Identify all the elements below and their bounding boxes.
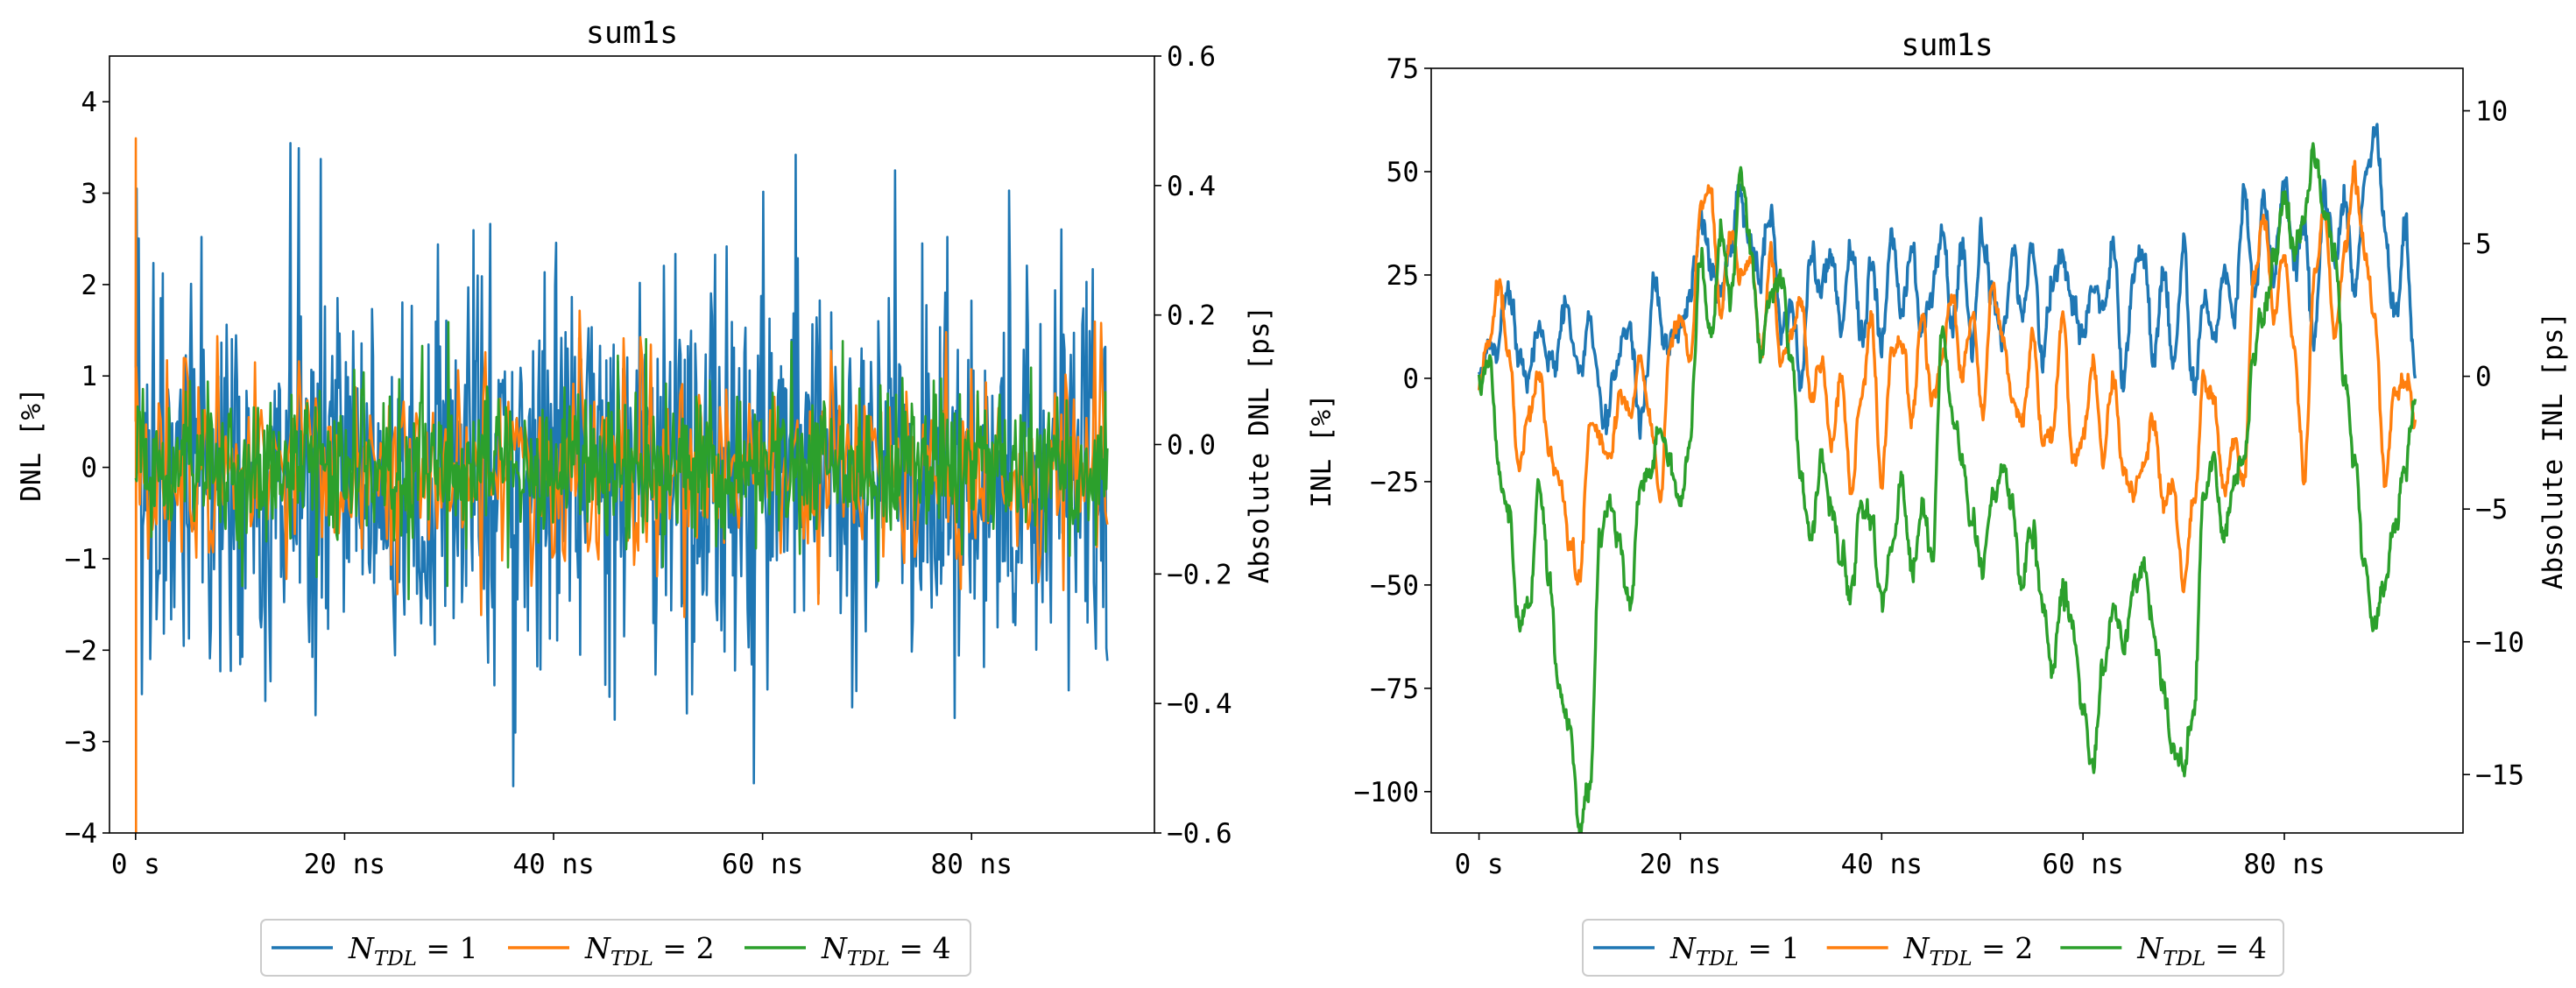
y-tick-label: −50 (1370, 570, 1419, 602)
y-tick-label: 0 (1402, 363, 1419, 395)
legend-label-eq: = 4 (890, 931, 951, 965)
y-right-tick-label: −5 (2475, 494, 2508, 526)
x-tick-label: 40 ns (1841, 849, 1923, 880)
x-tick-label: 60 ns (722, 849, 803, 880)
legend-label-eq: = 1 (417, 931, 478, 965)
chart-title: sum1s (1901, 28, 1993, 63)
y-right-tick-label: −0.2 (1167, 559, 1232, 590)
y-tick-label: −4 (65, 818, 97, 850)
y-tick-label: 0 (81, 453, 97, 484)
series-line-1 (1477, 123, 2417, 441)
legend-label-sub: TDL (2163, 948, 2205, 970)
y-right-axis-label: Absolute INL [ps] (2537, 312, 2569, 589)
legend-label-2: NTDL = 2 (1903, 931, 2034, 970)
y-right-tick-label: −10 (2475, 627, 2524, 659)
chart-title: sum1s (586, 16, 678, 51)
x-tick-label: 0 s (111, 849, 160, 880)
legend-label-1: NTDL = 1 (348, 931, 478, 970)
x-tick-label: 20 ns (1640, 849, 1721, 880)
y-right-axis-label: Absolute DNL [ps] (1244, 306, 1275, 583)
legend-label-2: NTDL = 2 (584, 931, 715, 970)
y-right-tick-label: 0.6 (1167, 41, 1216, 73)
y-tick-label: 4 (81, 87, 97, 118)
series-line-3 (1477, 142, 2417, 833)
x-tick-label: 80 ns (2243, 849, 2325, 880)
y-right-tick-label: 0.2 (1167, 300, 1216, 332)
x-tick-label: 40 ns (512, 849, 594, 880)
legend-label-3: NTDL = 4 (821, 931, 951, 970)
y-tick-label: −1 (65, 544, 97, 575)
y-right-tick-label: 5 (2475, 229, 2492, 260)
legend-label-sub: TDL (610, 948, 653, 970)
y-right-tick-label: −0.4 (1167, 688, 1232, 720)
y-tick-label: 2 (81, 270, 97, 301)
y-tick-label: −2 (65, 635, 97, 667)
y-right-tick-label: −15 (2475, 759, 2524, 791)
legend-label-sub: TDL (1930, 948, 1973, 970)
y-axis-label: DNL [%] (16, 387, 47, 502)
y-tick-label: 50 (1387, 157, 1419, 188)
series-line-3 (134, 321, 1109, 601)
plot-area (1477, 123, 2417, 833)
legend-label-1: NTDL = 1 (1669, 931, 1800, 970)
legend: NTDL = 1 NTDL = 2 NTDL = 4 (1582, 919, 2284, 977)
y-tick-label: 25 (1387, 260, 1419, 292)
y-right-tick-label: −0.6 (1167, 818, 1232, 850)
legend-label-base: N (1669, 931, 1697, 965)
y-right-tick-label: 0.0 (1167, 430, 1216, 462)
x-tick-label: 80 ns (931, 849, 1013, 880)
axes-frame (1430, 67, 2464, 834)
legend-label-eq: = 1 (1739, 931, 1800, 965)
x-tick-label: 60 ns (2042, 849, 2123, 880)
legend-label-sub: TDL (374, 948, 417, 970)
legend-label-base: N (2136, 931, 2163, 965)
y-tick-label: 75 (1387, 53, 1419, 85)
y-right-tick-label: 0.4 (1167, 171, 1216, 202)
legend-label-eq: = 2 (1973, 931, 2034, 965)
legend-label-base: N (584, 931, 611, 965)
legend: NTDL = 1 NTDL = 2 NTDL = 4 (260, 919, 971, 977)
series-line-2 (1477, 159, 2417, 594)
y-tick-label: −25 (1370, 467, 1419, 498)
y-tick-label: 3 (81, 179, 97, 210)
legend-box (1582, 919, 2284, 977)
dnl-chart: 0 s 20 ns 40 ns 60 ns 80 ns −4 −3 −2 −1 0 1 2 3 4 −0.6… (16, 16, 1275, 977)
x-tick-label: 0 s (1455, 849, 1504, 880)
inl-chart: 0 s 20 ns 40 ns 60 ns 80 ns−100−75−50−250255… (1306, 28, 2569, 977)
y-right-tick-label: 10 (2475, 96, 2508, 128)
y-tick-label: −75 (1370, 674, 1419, 705)
legend-label-sub: TDL (1696, 948, 1739, 970)
legend-label-base: N (348, 931, 375, 965)
y-axis-label: INL [%] (1306, 393, 1337, 508)
legend-label-base: N (1903, 931, 1930, 965)
legend-label-eq: = 2 (653, 931, 715, 965)
y-tick-label: −100 (1353, 777, 1419, 808)
legend-label-eq: = 4 (2205, 931, 2267, 965)
legend-label-base: N (821, 931, 848, 965)
y-tick-label: −3 (65, 727, 97, 759)
y-right-tick-label: 0 (2475, 362, 2492, 393)
y-tick-label: 1 (81, 361, 97, 392)
x-tick-label: 20 ns (304, 849, 385, 880)
plot-area (134, 137, 1109, 833)
legend-label-sub: TDL (847, 948, 890, 970)
legend-box (260, 919, 971, 977)
legend-label-3: NTDL = 4 (2136, 931, 2267, 970)
